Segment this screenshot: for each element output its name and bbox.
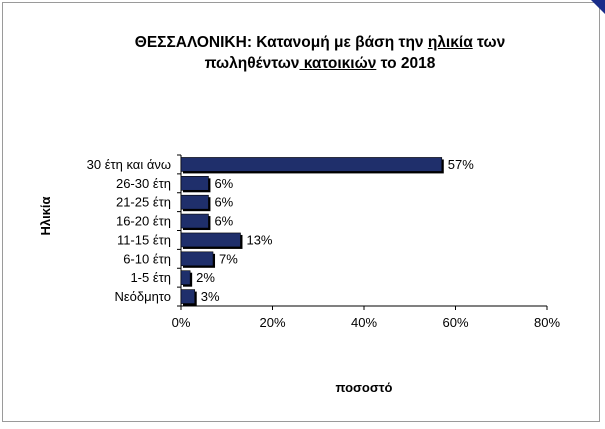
bar	[180, 176, 209, 191]
data-label: 6%	[214, 176, 233, 191]
x-tick-label: 60%	[442, 315, 468, 330]
y-axis-title: Ηλικία	[38, 196, 53, 235]
category-label: 21-25 έτη	[116, 195, 171, 210]
category-label: 1-5 έτη	[130, 270, 171, 285]
bar	[180, 289, 196, 304]
category-label: 6-10 έτη	[123, 251, 171, 266]
data-label: 57%	[448, 157, 474, 172]
category-label: 30 έτη και άνω	[87, 157, 171, 172]
chart-frame	[2, 2, 600, 422]
data-label: 7%	[219, 251, 238, 266]
bar	[180, 194, 209, 210]
title-part-2: ηλικία	[427, 34, 473, 51]
bar	[180, 251, 214, 267]
bar	[180, 270, 191, 285]
title-part-4: πωληθέντων	[204, 55, 300, 72]
category-label: 26-30 έτη	[116, 176, 171, 191]
data-label: 2%	[196, 270, 215, 285]
category-label: 16-20 έτη	[116, 214, 171, 229]
title-part-1: ΘΕΣΣΑΛΟΝΙΚΗ: Κατανομή με βάση την	[134, 34, 428, 51]
chart-title: ΘΕΣΣΑΛΟΝΙΚΗ: Κατανομή με βάση την ηλικία…	[40, 32, 600, 74]
data-label: 6%	[214, 214, 233, 229]
title-part-3: των	[472, 34, 506, 51]
x-tick-label: 20%	[259, 315, 285, 330]
plot-area: 0% 20% 40% 60% 80% 30 έτη και άνω 57% 26-30 έτη…	[87, 154, 560, 330]
x-tick-label: 0%	[172, 315, 191, 330]
bar	[180, 232, 241, 248]
data-label: 6%	[214, 195, 233, 210]
category-label: Νεόδμητο	[114, 289, 171, 304]
x-tick-label: 80%	[534, 315, 560, 330]
x-axis-title: ποσοστό	[335, 380, 392, 395]
corner-triangle-icon	[591, 0, 605, 14]
title-part-6: το 2018	[376, 55, 436, 72]
bar	[180, 213, 209, 229]
title-part-5: κατοικιών	[299, 55, 377, 72]
x-tick-label: 40%	[351, 315, 377, 330]
data-label: 3%	[201, 289, 220, 304]
data-label: 13%	[246, 232, 272, 247]
category-label: 11-15 έτη	[117, 232, 171, 247]
bar	[180, 157, 443, 172]
